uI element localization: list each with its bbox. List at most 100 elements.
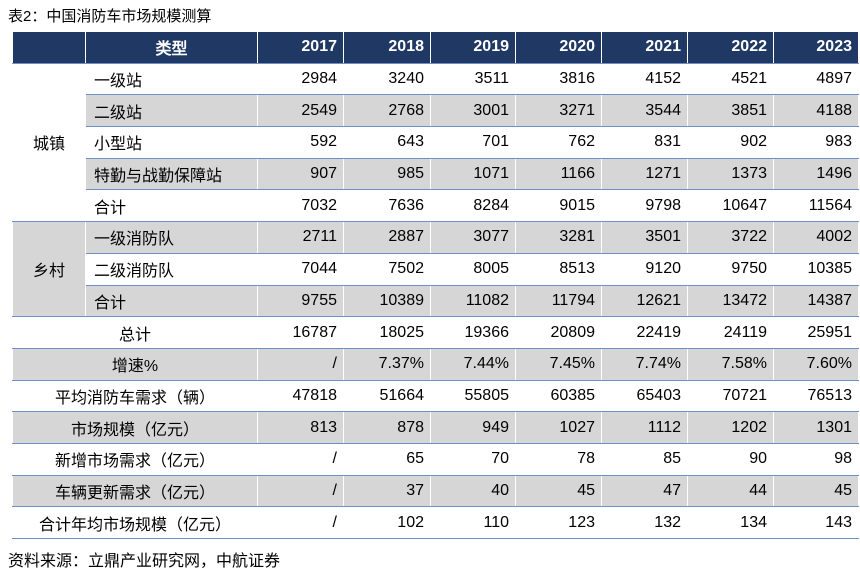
title: 表2：中国消防车市场规模测算 <box>8 8 212 25</box>
value-cell: 102 <box>343 506 431 539</box>
row: 车辆更新需求（亿元）/37 40 45 47 44 45 <box>12 475 859 508</box>
value-cell: 70 <box>430 443 516 476</box>
value-cell: 37 <box>343 475 431 508</box>
value-cell: 7.60% <box>773 348 859 381</box>
group-cell: 乡村 <box>12 221 86 318</box>
source: 资料来源：立鼎产业研究网，中航证券 <box>8 553 281 570</box>
value-cell: 983 <box>773 126 859 159</box>
row-label: 平均消防车需求（辆） <box>12 380 258 413</box>
header-cell: 2018 <box>343 32 431 64</box>
header-cell: 2023 <box>773 32 859 64</box>
value-cell: 65 <box>343 443 431 476</box>
row-label: 合计年均市场规模（亿元） <box>12 506 258 539</box>
value-cell: 132 <box>601 506 688 539</box>
value-cell: 7.45% <box>515 348 602 381</box>
value-cell: 123 <box>515 506 602 539</box>
header-cell: 2019 <box>430 32 516 64</box>
row-label: 二级站 <box>85 94 258 128</box>
value-cell: 9120 <box>601 253 688 286</box>
value-cell: 70721 <box>687 380 774 413</box>
value-cell: 19366 <box>430 316 516 349</box>
row: 二级站 2549 2768 3001 3271 3544 3851 4188 <box>13 94 859 128</box>
row: 合计 9755 10389 11082 11794 12621 13472 14387 <box>13 285 859 318</box>
value-cell: 1301 <box>773 411 859 444</box>
row-label: 增速% <box>12 348 258 381</box>
value-cell: 51664 <box>343 380 431 413</box>
row-label: 合计 <box>85 189 258 223</box>
value-cell: 10389 <box>343 285 431 318</box>
row: 新增市场需求（亿元）/65 70 78 85 90 98 <box>12 443 859 476</box>
value-cell: 592 <box>257 126 344 159</box>
value-cell: 8513 <box>515 253 602 286</box>
header-cell: 2020 <box>515 32 602 64</box>
row-label: 总计 <box>12 316 258 349</box>
row-label: 市场规模（亿元） <box>12 411 258 444</box>
row-label: 合计 <box>85 285 258 318</box>
value-cell: 4188 <box>773 94 859 128</box>
value-cell: 7044 <box>257 253 344 286</box>
value-cell: 8005 <box>430 253 516 286</box>
value-cell: / <box>257 506 344 539</box>
value-cell: 24119 <box>687 316 774 349</box>
value-cell: / <box>257 475 344 508</box>
value-cell: 1027 <box>515 411 602 444</box>
value-cell: 831 <box>601 126 688 159</box>
value-cell: 7502 <box>343 253 431 286</box>
value-cell: 1373 <box>687 158 774 191</box>
value-cell: 2549 <box>257 94 344 128</box>
row: 市场规模（亿元） 813 878 949 1027 1112 1202 1301 <box>12 411 859 444</box>
value-cell: 8284 <box>430 189 516 223</box>
value-cell: 7.37% <box>343 348 431 381</box>
value-cell: 11794 <box>515 285 602 318</box>
value-cell: 7636 <box>343 189 431 223</box>
value-cell: 4152 <box>601 63 688 96</box>
value-cell: 1071 <box>430 158 516 191</box>
value-cell: 18025 <box>343 316 431 349</box>
value-cell: 13472 <box>687 285 774 318</box>
value-cell: 55805 <box>430 380 516 413</box>
value-cell: 98 <box>773 443 859 476</box>
value-cell: 10385 <box>773 253 859 286</box>
value-cell: 85 <box>601 443 688 476</box>
row: 总计 16787 18025 19366 20809 22419 24119 25951 <box>12 316 859 349</box>
value-cell: 2711 <box>257 221 344 254</box>
value-cell: 1496 <box>773 158 859 191</box>
value-cell: / <box>257 348 344 381</box>
value-cell: 25951 <box>773 316 859 349</box>
row-label: 一级消防队 <box>85 221 258 254</box>
value-cell: 902 <box>687 126 774 159</box>
value-cell: 76513 <box>773 380 859 413</box>
value-cell: 7032 <box>257 189 344 223</box>
value-cell: 10647 <box>687 189 774 223</box>
row: 乡村 一级消防队 2711 2887 3077 3281 3501 3722 4002 <box>12 221 859 318</box>
row: 二级消防队 7044 7502 8005 8513 9120 9750 10385 <box>13 253 859 286</box>
row: 小型站 592 643 701 762 831 902 983 <box>13 126 859 159</box>
value-cell: 3281 <box>515 221 602 254</box>
value-cell: 110 <box>430 506 516 539</box>
value-cell: 4897 <box>773 63 859 96</box>
value-cell: 20809 <box>515 316 602 349</box>
value-cell: 3722 <box>687 221 774 254</box>
value-cell: 949 <box>430 411 516 444</box>
value-cell: 78 <box>515 443 602 476</box>
value-cell: 7.74% <box>601 348 688 381</box>
value-cell: 643 <box>343 126 431 159</box>
value-cell: 3511 <box>430 63 516 96</box>
row-label: 小型站 <box>85 126 258 159</box>
value-cell: 2768 <box>343 94 431 128</box>
value-cell: 7.44% <box>430 348 516 381</box>
value-cell: 2984 <box>257 63 344 96</box>
value-cell: 2887 <box>343 221 431 254</box>
group-cell: 城镇 <box>12 63 86 223</box>
value-cell: 1166 <box>515 158 602 191</box>
row: 特勤与战勤保障站 907 985 1071 1166 1271 1373 1496 <box>13 158 859 191</box>
value-cell: 47 <box>601 475 688 508</box>
value-cell: 9750 <box>687 253 774 286</box>
row-label: 特勤与战勤保障站 <box>85 158 258 191</box>
row-label: 二级消防队 <box>85 253 258 286</box>
header-cell: 2022 <box>687 32 774 64</box>
row: 增速%/7.37% 7.44% 7.45% 7.74% 7.58% 7.60% <box>12 348 859 381</box>
table-body: 类型 2017 2018 2019 2020 2021 2022 2023 城镇 一级站 2984 3… <box>12 32 859 539</box>
row-label: 一级站 <box>85 63 258 96</box>
value-cell: 762 <box>515 126 602 159</box>
